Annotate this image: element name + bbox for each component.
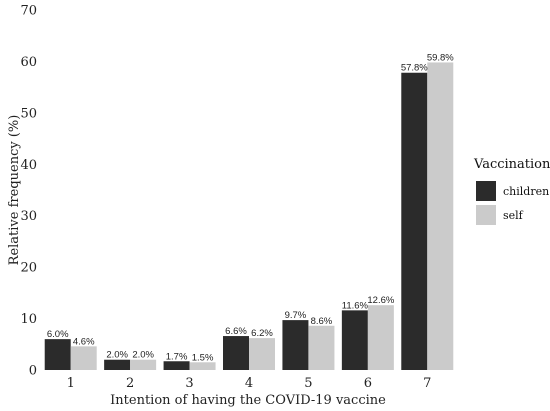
legend-swatch-children [476, 181, 496, 201]
data-label-self-3: 1.5% [192, 352, 214, 363]
legend: Vaccination children self [473, 157, 550, 225]
data-label-children-1: 6.0% [47, 329, 69, 340]
data-label-self-1: 4.6% [73, 336, 95, 347]
y-tick-label: 0 [29, 364, 37, 379]
bar-self-3 [189, 362, 216, 370]
bar-children-3 [163, 361, 190, 370]
data-label-children-6: 11.6% [342, 300, 369, 311]
data-label-self-2: 2.0% [132, 350, 154, 361]
x-tick-label: 5 [304, 376, 312, 391]
y-tick-label: 10 [20, 312, 37, 327]
data-label-children-2: 2.0% [106, 350, 128, 361]
legend-label-children: children [503, 185, 549, 198]
bar-self-2 [130, 359, 157, 370]
data-label-children-3: 1.7% [166, 351, 188, 362]
bar-children-7 [401, 72, 428, 370]
bar-children-1 [44, 339, 71, 370]
bar-children-2 [104, 359, 131, 370]
bar-self-5 [308, 325, 335, 370]
y-axis-title: Relative frequency (%) [7, 115, 22, 266]
y-tick-label: 40 [20, 158, 37, 173]
data-label-children-4: 6.6% [225, 326, 247, 337]
legend-swatch-self [476, 205, 496, 225]
x-axis-title: Intention of having the COVID-19 vaccine [110, 393, 386, 408]
bar-children-5 [282, 320, 309, 370]
y-tick-label: 50 [20, 106, 37, 121]
bar-self-7 [427, 62, 454, 370]
y-tick-label: 60 [20, 55, 37, 70]
data-label-children-7: 57.8% [401, 63, 428, 74]
y-tick-label: 20 [20, 261, 37, 276]
y-tick-label: 70 [20, 4, 37, 19]
x-tick-label: 4 [245, 376, 253, 391]
data-label-self-4: 6.2% [251, 328, 273, 339]
legend-title: Vaccination [473, 157, 550, 172]
data-label-self-5: 8.6% [311, 316, 333, 327]
bar-self-4 [249, 338, 275, 370]
x-tick-label: 2 [126, 376, 134, 391]
x-tick-label: 6 [364, 376, 372, 391]
x-tick-label: 1 [67, 376, 75, 391]
y-tick-label: 30 [20, 209, 37, 224]
data-label-self-6: 12.6% [367, 295, 394, 306]
legend-label-self: self [503, 209, 524, 222]
data-label-self-7: 59.8% [427, 52, 454, 63]
bar-self-1 [70, 346, 97, 370]
data-label-children-5: 9.7% [285, 310, 307, 321]
bar-children-6 [341, 310, 368, 370]
x-tick-label: 3 [185, 376, 193, 391]
bar-self-6 [367, 305, 394, 370]
x-tick-label: 7 [423, 376, 431, 391]
bar-children-4 [223, 336, 249, 370]
